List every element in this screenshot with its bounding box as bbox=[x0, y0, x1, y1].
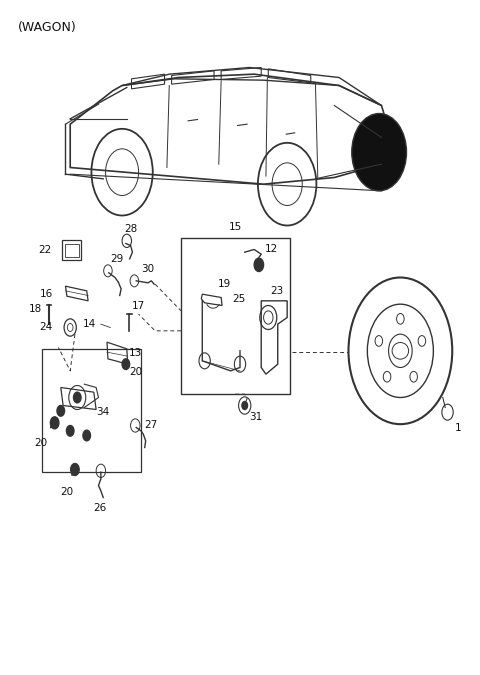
Bar bbox=[64, 244, 79, 257]
Circle shape bbox=[242, 402, 248, 410]
Text: 16: 16 bbox=[39, 289, 53, 299]
Bar bbox=[62, 240, 81, 260]
Circle shape bbox=[83, 430, 91, 441]
Text: 29: 29 bbox=[110, 254, 123, 264]
Circle shape bbox=[122, 359, 130, 369]
Text: 20: 20 bbox=[35, 437, 48, 448]
Text: 18: 18 bbox=[29, 304, 42, 315]
Circle shape bbox=[73, 392, 81, 403]
Text: 31: 31 bbox=[250, 412, 263, 422]
Text: 24: 24 bbox=[39, 323, 53, 333]
Text: 19: 19 bbox=[218, 279, 231, 290]
Circle shape bbox=[254, 258, 264, 271]
Text: 25: 25 bbox=[232, 294, 245, 304]
Circle shape bbox=[50, 417, 59, 429]
Circle shape bbox=[66, 425, 74, 436]
Text: 23: 23 bbox=[271, 286, 284, 296]
Text: 28: 28 bbox=[124, 224, 138, 234]
Text: 22: 22 bbox=[38, 245, 51, 255]
Text: 27: 27 bbox=[145, 421, 158, 431]
Bar bbox=[181, 238, 289, 394]
Circle shape bbox=[57, 406, 64, 416]
Text: 12: 12 bbox=[265, 244, 278, 254]
Text: 30: 30 bbox=[141, 264, 154, 274]
Text: 20: 20 bbox=[129, 367, 142, 377]
Text: 13: 13 bbox=[129, 348, 143, 358]
Text: 17: 17 bbox=[132, 301, 145, 310]
Text: 20: 20 bbox=[60, 487, 73, 497]
Bar bbox=[42, 349, 141, 472]
Text: 34: 34 bbox=[96, 407, 109, 417]
Circle shape bbox=[71, 464, 79, 475]
Text: (WAGON): (WAGON) bbox=[18, 21, 77, 34]
Text: 1: 1 bbox=[455, 423, 461, 433]
Text: 15: 15 bbox=[228, 222, 242, 232]
Text: 26: 26 bbox=[93, 503, 106, 513]
Circle shape bbox=[352, 113, 407, 191]
Text: 14: 14 bbox=[83, 319, 96, 329]
